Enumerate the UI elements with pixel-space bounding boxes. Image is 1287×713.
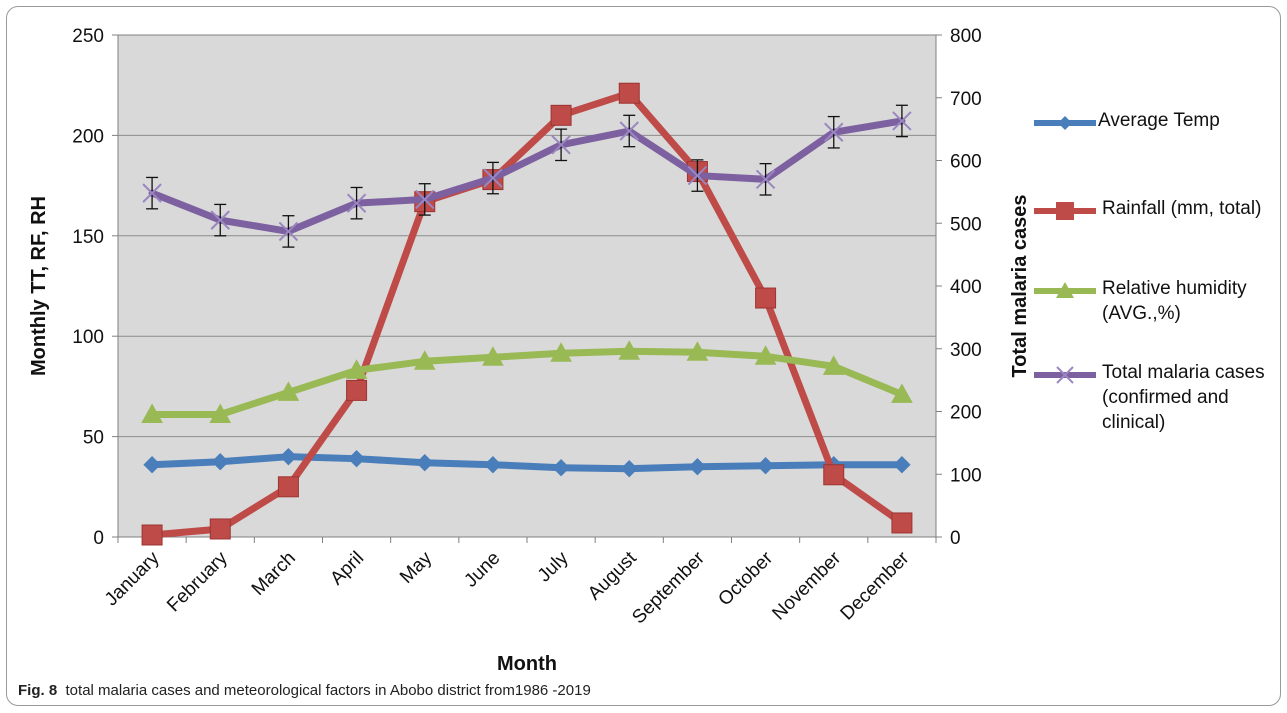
caption-label: Fig. 8: [18, 682, 58, 699]
data-point: [211, 452, 229, 471]
data-point: [618, 82, 640, 104]
data-point: [687, 165, 708, 186]
x-tick-label: November: [768, 547, 845, 624]
data-point: [756, 457, 775, 475]
y2-tick-label: 500: [950, 214, 982, 235]
y2-tick-label: 100: [950, 465, 982, 486]
data-point: [209, 518, 231, 540]
y2-tick-label: 0: [950, 528, 961, 549]
series-line-1: [148, 453, 906, 473]
figure-caption: Fig. 8 total malaria cases and meteorolo…: [18, 682, 591, 699]
legend-swatch: [1034, 282, 1096, 298]
data-point: [347, 449, 366, 468]
data-point: [688, 458, 707, 476]
x-tick-label: September: [628, 547, 709, 628]
data-point: [415, 189, 435, 210]
data-point: [210, 210, 230, 230]
legend-swatch: [1034, 202, 1096, 220]
legend-label: Rainfall (mm, total): [1102, 198, 1262, 219]
plot-area: [117, 34, 937, 538]
data-point: [822, 355, 845, 375]
data-point: [209, 403, 232, 424]
x-tick-label: January: [101, 547, 164, 610]
data-point: [755, 287, 777, 309]
y-tick-label: 200: [72, 126, 104, 147]
data-point: [346, 379, 368, 401]
y2-axis-title: Total malaria cases: [1009, 194, 1031, 377]
data-point: [142, 183, 162, 203]
data-point: [279, 447, 298, 466]
data-point: [618, 340, 641, 360]
x-tick-label: February: [163, 547, 232, 616]
data-point: [483, 168, 503, 188]
x-tick-label: October: [714, 547, 777, 610]
y-tick-label: 150: [72, 227, 104, 248]
data-point: [345, 359, 368, 379]
y2-tick-label: 400: [950, 277, 982, 298]
data-point: [143, 456, 161, 474]
x-tick-label: April: [326, 548, 368, 590]
figure-frame: [6, 6, 1281, 706]
data-point: [754, 345, 777, 365]
x-tick-label: March: [248, 548, 300, 600]
y-axis-title: Monthly TT, RF, RH: [28, 196, 50, 376]
data-point: [551, 135, 571, 155]
data-point: [893, 456, 911, 474]
x-tick-label: August: [584, 547, 641, 604]
legend-marker: [1056, 366, 1074, 384]
data-point: [482, 346, 504, 366]
data-point: [346, 193, 367, 213]
data-point: [891, 383, 913, 403]
series-line-3: [148, 347, 906, 419]
data-point: [550, 342, 572, 362]
data-point: [755, 169, 776, 190]
y2-tick-label: 300: [950, 340, 982, 361]
legend-label: Total malaria cases (confirmed and clini…: [1102, 362, 1265, 433]
data-point: [550, 104, 572, 126]
data-point: [141, 524, 163, 546]
x-tick-label: December: [837, 547, 914, 624]
legend-marker: [1056, 202, 1074, 220]
series-line-4: [148, 117, 906, 235]
data-point: [413, 350, 436, 370]
legend-marker: [1058, 116, 1072, 130]
data-point: [141, 403, 163, 424]
data-point: [824, 122, 844, 142]
x-tick-label: July: [534, 547, 573, 586]
legend-swatch: [1034, 366, 1096, 384]
data-point: [619, 121, 639, 141]
y2-tick-label: 800: [950, 26, 982, 47]
data-point: [620, 460, 638, 478]
data-point: [416, 453, 434, 472]
data-point: [892, 111, 912, 131]
y2-tick-label: 700: [950, 89, 982, 110]
data-point: [823, 464, 845, 486]
data-point: [278, 221, 299, 242]
data-point: [277, 476, 299, 498]
y-tick-label: 100: [72, 327, 104, 348]
y2-tick-label: 600: [950, 152, 982, 173]
data-point: [891, 512, 913, 534]
data-point: [686, 341, 709, 361]
data-point: [552, 459, 570, 477]
series-line-2: [148, 89, 906, 539]
data-point: [277, 381, 300, 401]
legend-swatch: [1034, 116, 1096, 130]
x-axis-title: Month: [497, 653, 557, 675]
y-tick-label: 250: [72, 26, 104, 47]
y2-tick-label: 200: [950, 403, 982, 424]
x-tick-label: May: [396, 547, 437, 588]
y-tick-label: 50: [83, 428, 104, 449]
legend-label: Relative humidity (AVG.,%): [1102, 278, 1247, 324]
x-tick-label: June: [460, 548, 504, 592]
caption-text: total malaria cases and meteorological f…: [65, 682, 591, 699]
legend-label: Average Temp: [1098, 110, 1220, 131]
legend-marker: [1056, 282, 1074, 298]
data-point: [484, 456, 502, 474]
y-tick-label: 0: [93, 528, 104, 549]
